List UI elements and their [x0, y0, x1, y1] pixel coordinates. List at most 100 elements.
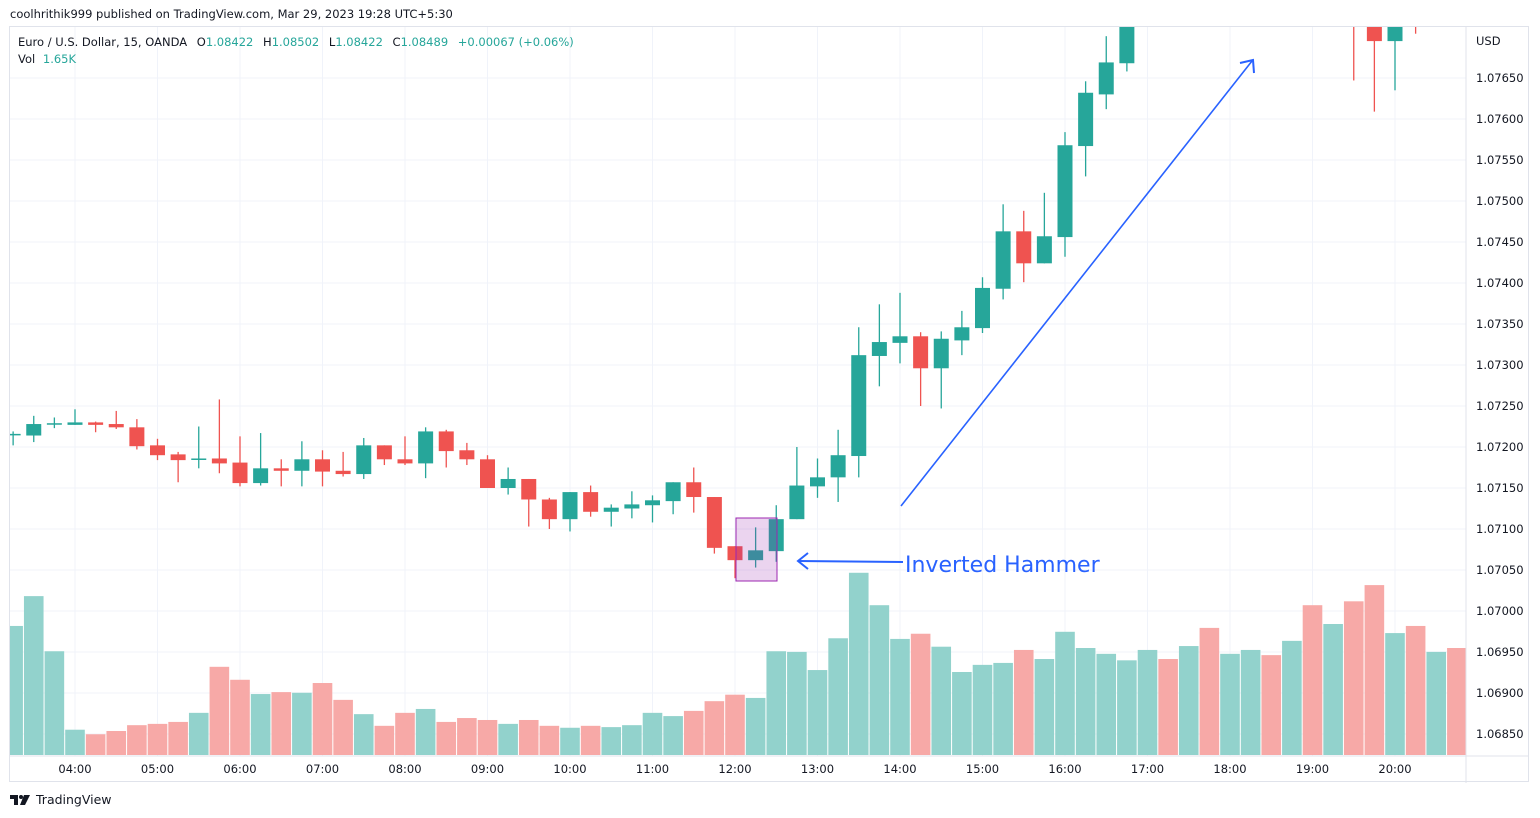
- candle[interactable]: [438, 429, 454, 468]
- candle-body: [10, 433, 21, 436]
- candle[interactable]: [170, 451, 186, 483]
- candle[interactable]: [418, 427, 434, 479]
- candle[interactable]: [211, 399, 227, 474]
- candle[interactable]: [1078, 81, 1094, 177]
- candle-body: [686, 482, 702, 498]
- volume-bar: [374, 725, 395, 755]
- volume-bar: [972, 664, 993, 755]
- price-tick-label: 1.06900: [1476, 686, 1524, 700]
- volume-bar: [415, 708, 436, 755]
- candle[interactable]: [6, 431, 21, 446]
- candle[interactable]: [1387, 0, 1403, 91]
- time-axis[interactable]: 04:00 05:00 06:00 07:00 08:00 09:00 10:00 11:00…: [58, 762, 1411, 776]
- candle[interactable]: [88, 421, 104, 433]
- price-tick-label: 1.07550: [1476, 153, 1524, 167]
- candle[interactable]: [129, 419, 145, 450]
- candle[interactable]: [768, 505, 784, 562]
- candle[interactable]: [913, 332, 929, 406]
- pattern-label[interactable]: Inverted Hammer: [905, 553, 1101, 578]
- volume-bar: [292, 692, 312, 755]
- candle[interactable]: [232, 436, 248, 487]
- volume-bar: [1034, 659, 1055, 755]
- candle[interactable]: [253, 433, 269, 486]
- candle[interactable]: [810, 458, 825, 498]
- chart-legend: Euro / U.S. Dollar, 15, OANDA O1.08422 H…: [18, 34, 574, 68]
- candle[interactable]: [1016, 210, 1032, 283]
- candle[interactable]: [500, 467, 516, 495]
- volume-bar: [1137, 649, 1158, 755]
- candle[interactable]: [397, 436, 413, 466]
- candle[interactable]: [603, 504, 619, 527]
- candle[interactable]: [150, 438, 165, 461]
- candle[interactable]: [459, 442, 475, 466]
- candle[interactable]: [480, 455, 495, 488]
- price-axis[interactable]: 1.07650 1.07600 1.07550 1.07500 1.07450 1.074…: [1476, 71, 1524, 741]
- candle[interactable]: [892, 292, 908, 364]
- volume-bar: [353, 714, 374, 755]
- candle[interactable]: [871, 304, 887, 387]
- candle[interactable]: [541, 497, 557, 529]
- volume-bar: [518, 719, 539, 755]
- price-tick-label: 1.06950: [1476, 645, 1524, 659]
- low-label: L: [328, 35, 336, 49]
- candle[interactable]: [583, 485, 599, 517]
- candle[interactable]: [1098, 36, 1114, 110]
- candle[interactable]: [1036, 192, 1052, 264]
- candle[interactable]: [191, 426, 207, 469]
- candle[interactable]: [624, 491, 640, 519]
- high-label: H: [263, 35, 272, 49]
- symbol-name[interactable]: Euro / U.S. Dollar, 15, OANDA: [18, 35, 188, 49]
- pattern-highlight-box[interactable]: [735, 517, 778, 582]
- volume-bar: [1405, 625, 1426, 755]
- candle-body: [1098, 62, 1114, 95]
- trend-arrow[interactable]: [900, 60, 1253, 507]
- volume-bar: [869, 605, 890, 755]
- candle[interactable]: [1366, 0, 1382, 112]
- candle[interactable]: [851, 327, 867, 478]
- candle-body: [273, 468, 289, 471]
- volume-bars: [10, 572, 1466, 755]
- candle[interactable]: [954, 310, 970, 356]
- time-tick-label: 19:00: [1296, 762, 1329, 776]
- tradingview-logo[interactable]: TradingView: [10, 792, 112, 807]
- candle[interactable]: [933, 331, 949, 409]
- candle[interactable]: [975, 277, 990, 334]
- candle[interactable]: [562, 492, 578, 532]
- candle[interactable]: [995, 204, 1011, 300]
- candle[interactable]: [376, 445, 392, 466]
- candle-body: [88, 422, 104, 425]
- candle[interactable]: [67, 409, 83, 425]
- candle[interactable]: [294, 441, 310, 487]
- volume-bar: [993, 662, 1013, 755]
- candle[interactable]: [1057, 132, 1073, 257]
- candle[interactable]: [273, 459, 289, 487]
- pattern-pointer-arrow[interactable]: [797, 560, 904, 563]
- candle[interactable]: [108, 410, 124, 429]
- candle[interactable]: [521, 478, 537, 527]
- grid: [10, 27, 1466, 756]
- candle[interactable]: [830, 429, 846, 502]
- candle[interactable]: [686, 467, 702, 513]
- candle[interactable]: [26, 415, 42, 443]
- candle[interactable]: [335, 451, 351, 477]
- volume-bar: [1323, 624, 1343, 755]
- time-tick-label: 20:00: [1378, 762, 1411, 776]
- candle[interactable]: [748, 527, 764, 568]
- candle[interactable]: [789, 447, 805, 520]
- time-tick-label: 13:00: [801, 762, 834, 776]
- candle[interactable]: [315, 450, 330, 487]
- volume-bar: [1302, 605, 1323, 755]
- arrow-head-left-icon: [796, 552, 809, 570]
- candle[interactable]: [356, 437, 372, 479]
- candle[interactable]: [665, 482, 681, 515]
- candle[interactable]: [1119, 0, 1135, 72]
- candle[interactable]: [46, 417, 62, 429]
- candle-body: [170, 454, 186, 461]
- volume-bar: [106, 731, 127, 755]
- candle[interactable]: [645, 495, 660, 523]
- volume-label: Vol: [18, 52, 36, 66]
- close-value: 1.08489: [400, 35, 449, 49]
- candle[interactable]: [706, 497, 722, 554]
- candle[interactable]: [727, 546, 743, 579]
